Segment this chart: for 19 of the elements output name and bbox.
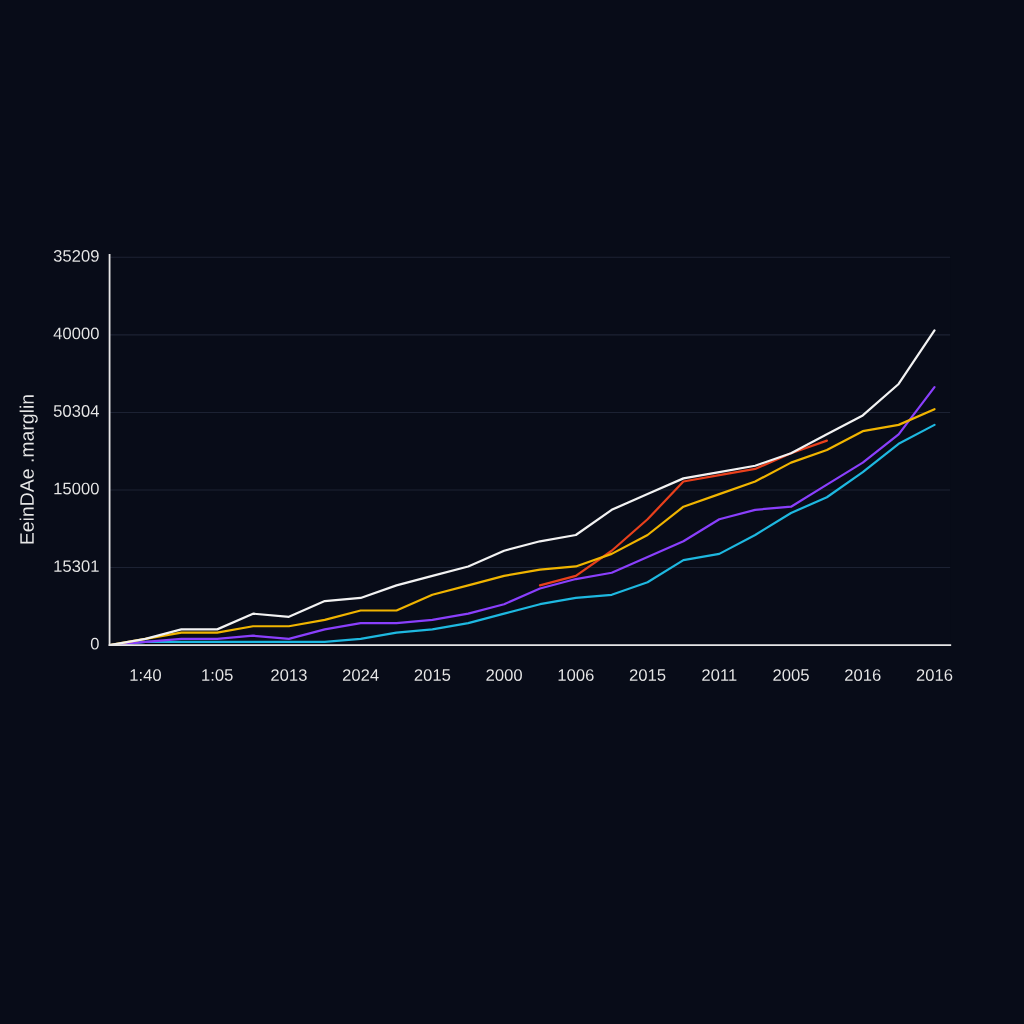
x-tick-label: 2024 xyxy=(342,669,379,681)
x-tick-label: 1:40 xyxy=(130,669,161,681)
x-tick-label: 1006 xyxy=(558,669,594,681)
x-tick-label: 2011 xyxy=(702,669,737,681)
text: 15301 xyxy=(54,560,99,573)
x-tick-label: 1:05 xyxy=(202,669,233,681)
x-tick-label: 2000 xyxy=(486,669,522,681)
x-tick-label: 2016 xyxy=(845,669,881,681)
x-tick-label: 2015 xyxy=(629,669,666,681)
text: 50304 xyxy=(53,405,99,417)
x-tick-label: 2016 xyxy=(916,669,953,681)
text: 0 xyxy=(90,637,99,650)
text: 35209 xyxy=(53,249,99,262)
x-tick-label: 2013 xyxy=(271,669,307,681)
x-tick-label: 2005 xyxy=(773,669,809,681)
text: 40000 xyxy=(53,327,99,340)
text: 15000 xyxy=(54,482,99,495)
y-axis-title: EeinDAe .marglin xyxy=(19,395,38,544)
x-tick-label: 2015 xyxy=(414,669,451,681)
